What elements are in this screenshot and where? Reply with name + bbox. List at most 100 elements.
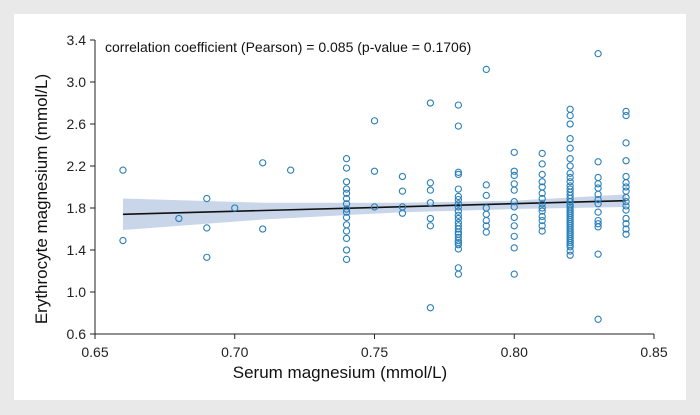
data-point — [426, 199, 435, 207]
data-point — [119, 166, 127, 174]
data-point — [342, 227, 351, 235]
data-point — [566, 247, 574, 255]
data-point — [342, 205, 351, 213]
data-point — [426, 222, 435, 230]
data-point — [342, 200, 351, 208]
data-point — [510, 244, 518, 252]
data-point — [510, 180, 518, 188]
data-point — [510, 213, 518, 222]
data-point — [426, 186, 435, 194]
data-point — [622, 230, 630, 238]
data-point — [566, 238, 574, 247]
data-point — [594, 208, 602, 216]
data-point — [538, 216, 546, 225]
data-point — [482, 181, 490, 189]
data-point — [342, 213, 351, 222]
data-point — [454, 225, 462, 233]
regression-line — [122, 199, 627, 216]
data-point — [594, 50, 602, 58]
data-point — [510, 171, 518, 180]
data-point — [454, 192, 462, 201]
data-point — [538, 189, 546, 197]
data-point — [454, 101, 462, 109]
data-point — [566, 105, 574, 113]
x-axis-title: Serum magnesium (mmol/L) — [233, 363, 447, 382]
data-point — [622, 111, 630, 120]
data-point — [342, 194, 351, 203]
data-point — [566, 169, 574, 177]
data-point — [203, 194, 211, 203]
data-point — [594, 195, 602, 204]
data-point — [342, 246, 351, 254]
data-point — [370, 167, 379, 175]
x-tick-label: 0.80 — [501, 344, 528, 360]
data-point — [454, 241, 462, 249]
fit-line-layer — [122, 199, 627, 216]
data-point — [119, 236, 127, 245]
data-point — [342, 164, 351, 172]
data-point — [594, 180, 602, 188]
data-point — [538, 222, 546, 230]
data-point — [566, 135, 574, 143]
data-point — [454, 200, 462, 208]
data-point — [538, 170, 546, 179]
data-point — [510, 203, 518, 211]
data-point — [566, 120, 574, 128]
data-point — [622, 220, 630, 228]
data-point — [510, 148, 518, 156]
data-point — [259, 225, 267, 233]
data-point — [622, 107, 630, 116]
data-point — [175, 214, 183, 223]
data-point — [454, 168, 462, 176]
data-point — [454, 264, 462, 272]
y-tick-label: 2.6 — [67, 116, 87, 132]
data-point — [566, 173, 574, 182]
data-point — [398, 187, 407, 195]
data-point — [342, 208, 351, 216]
data-point — [538, 149, 546, 158]
data-point — [454, 245, 462, 253]
data-point — [398, 172, 407, 181]
data-point — [454, 270, 462, 278]
data-point — [538, 178, 546, 186]
chart-panel: 0.65 0.70 0.75 0.80 0.85 0.6 1.0 1.4 1.8 2.2 2.6 3.… — [14, 14, 686, 400]
data-point — [594, 173, 602, 182]
data-point — [594, 223, 602, 231]
scatter-chart: 0.65 0.70 0.75 0.80 0.85 0.6 1.0 1.4 1.8 2.2 2.6 3.… — [32, 32, 668, 382]
data-point — [454, 228, 462, 236]
data-point — [538, 160, 546, 168]
data-point — [622, 157, 630, 165]
data-point — [482, 65, 490, 74]
data-point — [594, 184, 602, 192]
data-point — [426, 214, 435, 223]
data-point — [566, 162, 574, 170]
data-point — [370, 117, 379, 125]
data-point — [482, 210, 490, 218]
data-point — [538, 194, 546, 203]
data-point — [622, 179, 630, 187]
data-point — [510, 270, 518, 278]
data-points — [119, 50, 630, 323]
y-tick-label: 1.0 — [67, 284, 87, 300]
data-point — [566, 243, 574, 251]
y-tick-label: 1.4 — [67, 242, 87, 258]
data-point — [622, 139, 630, 147]
data-point — [566, 198, 574, 206]
data-point — [566, 154, 574, 163]
y-tick-label: 3.0 — [67, 74, 87, 90]
data-point — [203, 224, 211, 232]
data-point — [566, 178, 574, 186]
data-point — [398, 209, 407, 217]
data-point — [622, 183, 630, 191]
data-point — [594, 190, 602, 198]
data-point — [594, 220, 602, 228]
data-point — [426, 99, 435, 107]
data-point — [566, 251, 574, 259]
y-tick-label: 2.2 — [67, 158, 87, 174]
data-point — [594, 200, 602, 208]
data-point — [286, 166, 295, 174]
data-point — [454, 122, 462, 130]
data-point — [482, 191, 490, 200]
data-point — [622, 198, 630, 206]
data-point — [342, 185, 351, 193]
